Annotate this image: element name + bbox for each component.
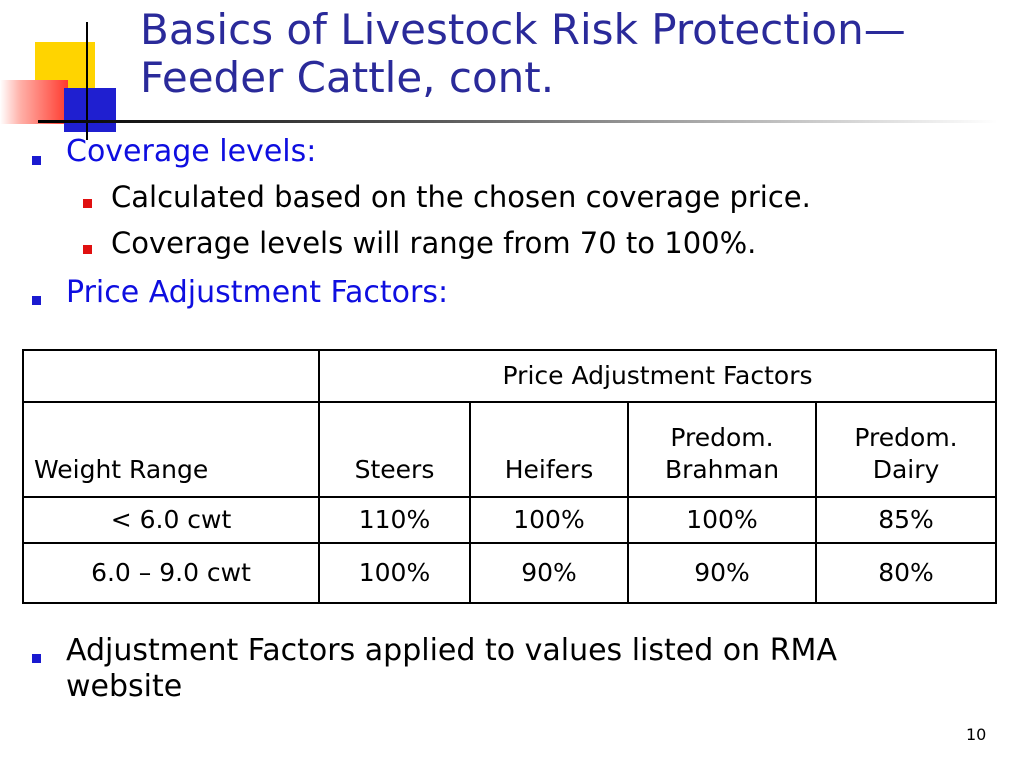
column-header-predom-dairy: Predom. Dairy xyxy=(814,401,998,498)
table-cell-dairy: 85% xyxy=(814,496,998,544)
slide-number: 10 xyxy=(966,725,987,744)
bullet-adjustment-note-line1: Adjustment Factors applied to values lis… xyxy=(66,633,837,668)
column-header-steers: Steers xyxy=(318,401,471,498)
decorative-red-bar xyxy=(0,80,68,124)
table-group-header-row: Price Adjustment Factors xyxy=(22,349,998,403)
table-cell-dairy: 80% xyxy=(814,542,998,604)
table-cell-brahman: 90% xyxy=(627,542,817,604)
sub-bullet-square-icon xyxy=(83,199,92,208)
column-header-heifers: Heifers xyxy=(469,401,629,498)
bullet-square-icon xyxy=(32,296,41,305)
table-cell-steers: 110% xyxy=(318,496,471,544)
table-cell-weight-range: < 6.0 cwt xyxy=(22,496,320,544)
bullet-coverage-levels: Coverage levels: xyxy=(66,134,317,169)
bullet-adjustment-note-line2: website xyxy=(66,669,183,704)
table-row: < 6.0 cwt 110% 100% 100% 85% xyxy=(22,496,998,544)
decorative-vertical-line xyxy=(86,22,88,140)
sub-bullet-calculated: Calculated based on the chosen coverage … xyxy=(111,180,811,214)
table-row: 6.0 – 9.0 cwt 100% 90% 90% 80% xyxy=(22,542,998,604)
bullet-price-adjustment: Price Adjustment Factors: xyxy=(66,275,449,310)
title-underline xyxy=(38,120,998,123)
table-cell-heifers: 100% xyxy=(469,496,629,544)
price-adjustment-table: Price Adjustment Factors Weight Range St… xyxy=(22,349,998,604)
column-header-predom-brahman: Predom. Brahman xyxy=(627,401,817,498)
table-header-row: Weight Range Steers Heifers Predom. Brah… xyxy=(22,401,998,498)
column-header-weight-range: Weight Range xyxy=(22,401,320,498)
table-cell-heifers: 90% xyxy=(469,542,629,604)
bullet-square-icon xyxy=(32,654,41,663)
bullet-adjustment-note: Adjustment Factors applied to values lis… xyxy=(66,633,837,705)
table-cell-weight-range: 6.0 – 9.0 cwt xyxy=(22,542,320,604)
column-header-dairy-line2: Dairy xyxy=(872,455,940,484)
column-header-brahman-line1: Predom. xyxy=(670,423,774,452)
table-group-header: Price Adjustment Factors xyxy=(317,349,998,403)
table-empty-cell xyxy=(22,349,320,403)
column-header-dairy-line1: Predom. xyxy=(854,423,958,452)
table-cell-brahman: 100% xyxy=(627,496,817,544)
table-cell-steers: 100% xyxy=(318,542,471,604)
sub-bullet-square-icon xyxy=(83,245,92,254)
bullet-square-icon xyxy=(32,156,41,165)
slide-title: Basics of Livestock Risk Protection— Fee… xyxy=(140,6,1010,102)
column-header-brahman-line2: Brahman xyxy=(664,455,780,484)
decorative-blue-square xyxy=(64,88,116,132)
sub-bullet-coverage-range: Coverage levels will range from 70 to 10… xyxy=(111,226,757,260)
slide-title-line2: Feeder Cattle, cont. xyxy=(140,53,555,102)
slide-title-line1: Basics of Livestock Risk Protection— xyxy=(140,5,906,54)
